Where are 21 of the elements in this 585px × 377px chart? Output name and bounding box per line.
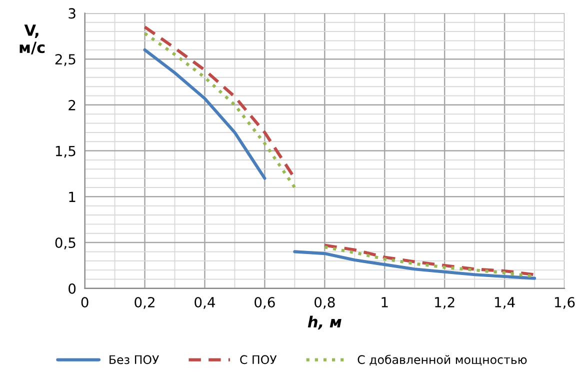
x-tick-label: 1 bbox=[382, 297, 388, 308]
x-tick-label: 0,6 bbox=[254, 296, 275, 309]
legend-label: С добавленной мощностью bbox=[358, 354, 527, 366]
x-tick-label: 0 bbox=[81, 296, 88, 308]
y-tick-label: 2,5 bbox=[55, 54, 76, 66]
y-tick-label: 0 bbox=[68, 283, 76, 294]
x-tick-label: 1,6 bbox=[555, 296, 575, 309]
y-tick-label: 1,5 bbox=[56, 146, 76, 158]
y-tick-label: 2 bbox=[68, 100, 76, 110]
y-tick-label: 0,5 bbox=[55, 238, 76, 250]
x-axis-title: h, м bbox=[308, 316, 342, 330]
legend-label: Без ПОУ bbox=[110, 355, 159, 364]
x-tick-label: 0,2 bbox=[134, 296, 154, 309]
y-axis-title: V, м/с bbox=[20, 24, 45, 54]
y-tick-label: 1 bbox=[69, 192, 76, 202]
x-tick-label: 1,4 bbox=[495, 297, 515, 309]
x-tick-label: 0,4 bbox=[194, 296, 216, 309]
y-tick-label: 3 bbox=[68, 8, 76, 19]
x-tick-label: 0,8 bbox=[314, 296, 335, 309]
x-tick-label: 1,2 bbox=[435, 296, 454, 309]
legend-label: С ПОУ bbox=[240, 355, 277, 364]
